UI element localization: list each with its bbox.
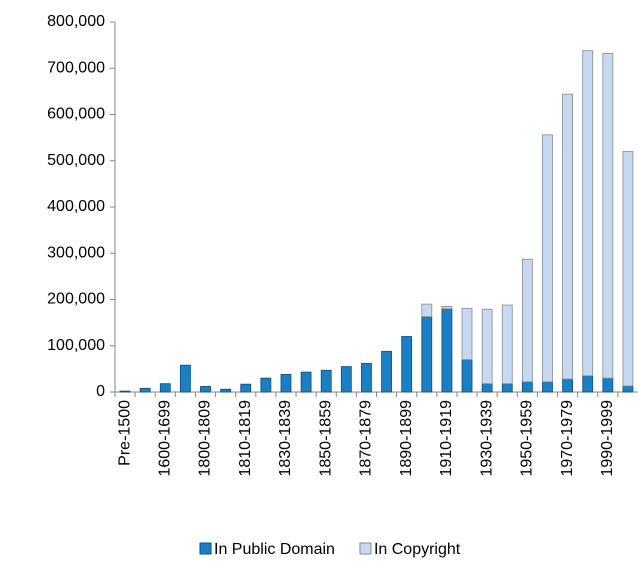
x-tick-label: 1810-1819 <box>237 400 254 477</box>
bar-segment <box>320 369 332 393</box>
bar-segment <box>421 303 433 318</box>
bar-segment <box>582 375 594 393</box>
x-tick-label: 1890-1899 <box>398 400 415 477</box>
bar-segment <box>562 378 573 393</box>
x-tick-label: 1990-1999 <box>599 400 616 477</box>
x-tick-label: 1950-1959 <box>519 400 536 477</box>
legend-swatch <box>199 542 212 555</box>
x-tick-label: 1600-1699 <box>157 400 174 477</box>
bar-segment <box>220 388 232 393</box>
bar-segment <box>139 387 151 393</box>
x-tick-label: Pre-1500 <box>116 400 133 466</box>
bar-segment <box>582 50 594 377</box>
bar-segment <box>622 151 634 387</box>
bar-segment <box>180 364 191 393</box>
bar-segment <box>260 377 272 393</box>
bar-segment <box>461 359 473 393</box>
x-tick-label: 1910-1919 <box>438 400 455 477</box>
bar-segment <box>501 304 513 385</box>
y-tick-label: 100,000 <box>47 337 105 354</box>
bar-segment <box>562 93 573 380</box>
x-tick-label: 1970-1979 <box>559 400 576 477</box>
bar-segment <box>340 366 352 393</box>
bar-segment <box>280 374 292 393</box>
x-tick-label: 1870-1879 <box>358 400 375 477</box>
legend-swatch <box>359 542 372 555</box>
bar-segment <box>200 386 211 393</box>
bar-segment <box>119 390 131 393</box>
y-tick-label: 0 <box>96 383 105 400</box>
legend-label: In Public Domain <box>214 541 335 558</box>
legend-label: In Copyright <box>374 541 461 558</box>
bar-segment <box>521 381 533 393</box>
y-tick-label: 700,000 <box>47 59 105 76</box>
x-tick-label: 1930-1939 <box>478 400 495 477</box>
bar-segment <box>361 362 372 393</box>
y-tick-label: 800,000 <box>47 13 105 30</box>
y-tick-label: 200,000 <box>47 291 105 308</box>
bar-segment <box>300 371 312 393</box>
bar-segment <box>381 350 392 393</box>
x-tick-label: 1800-1809 <box>197 400 214 477</box>
bar-segment <box>441 308 453 393</box>
bar-segment <box>542 381 553 393</box>
bar-segment <box>602 53 614 379</box>
y-tick-label: 500,000 <box>47 152 105 169</box>
bar-segment <box>240 383 252 393</box>
bar-segment <box>401 336 413 393</box>
bar-segment <box>421 316 433 393</box>
bar-segment <box>481 383 493 393</box>
bar-segment <box>542 134 553 383</box>
bar-segment <box>461 307 473 361</box>
bar-segment <box>481 308 493 385</box>
bar-segment <box>159 383 171 393</box>
y-tick-label: 300,000 <box>47 244 105 261</box>
bar-segment <box>521 258 533 383</box>
y-tick-label: 600,000 <box>47 106 105 123</box>
bar-segment <box>441 306 453 310</box>
bar-segment <box>501 383 513 393</box>
x-tick-label: 1850-1859 <box>317 400 334 477</box>
y-tick-label: 400,000 <box>47 198 105 215</box>
bar-segment <box>602 377 614 393</box>
x-tick-label: 1830-1839 <box>277 400 294 477</box>
bar-segment <box>622 385 634 393</box>
